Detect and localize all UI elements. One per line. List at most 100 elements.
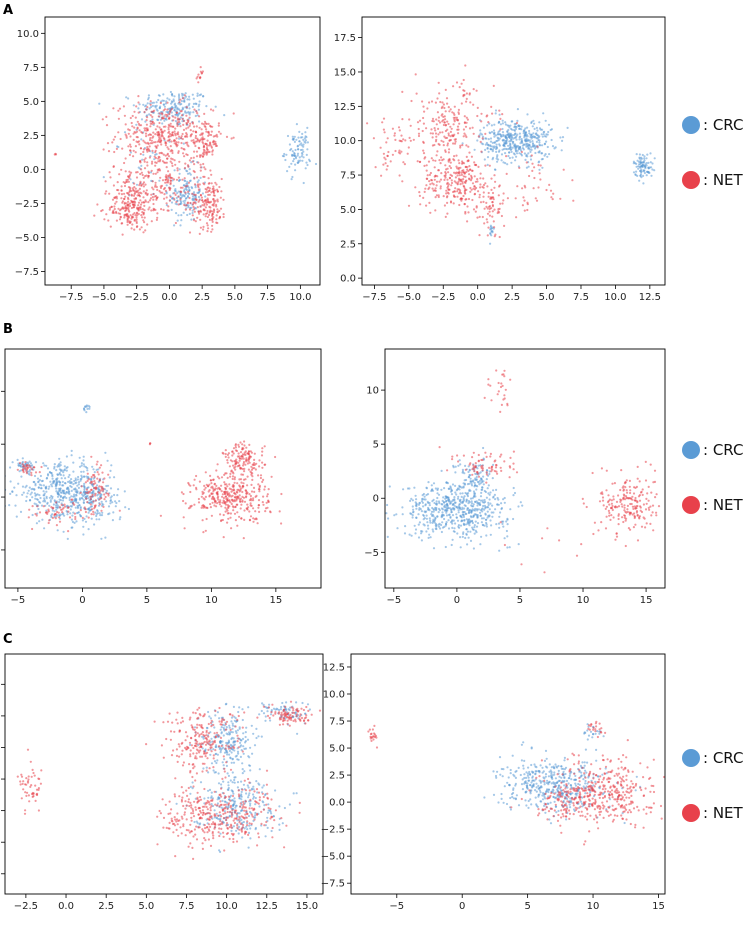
point [407, 146, 410, 149]
point [195, 488, 198, 491]
point [504, 123, 507, 126]
point [177, 195, 180, 198]
point [453, 504, 456, 507]
point [78, 497, 82, 500]
point [120, 168, 123, 171]
point [98, 503, 101, 506]
point [198, 480, 201, 483]
point [202, 208, 205, 211]
point [136, 214, 139, 217]
point [124, 205, 127, 208]
point [451, 526, 454, 530]
point [174, 163, 177, 166]
point [429, 519, 432, 522]
point [228, 500, 231, 503]
point [438, 131, 442, 134]
point [84, 508, 87, 511]
point [28, 468, 32, 471]
point [232, 506, 235, 509]
point [216, 200, 219, 203]
point [236, 465, 239, 468]
point [494, 112, 497, 115]
point [77, 481, 81, 484]
point [133, 204, 136, 207]
point [210, 173, 213, 176]
point [605, 505, 609, 508]
point [21, 493, 24, 496]
point [84, 481, 87, 484]
point [181, 132, 184, 136]
panel-label-a: A [3, 3, 13, 18]
point [241, 485, 244, 488]
point [137, 209, 140, 212]
point [384, 162, 387, 165]
point [503, 501, 506, 504]
point [463, 89, 466, 92]
point [182, 184, 185, 187]
point [475, 478, 478, 481]
point [177, 150, 180, 153]
point [642, 503, 646, 506]
point [581, 497, 584, 500]
point [433, 127, 436, 130]
point [468, 518, 471, 521]
point [401, 506, 404, 509]
point [226, 453, 229, 456]
x-tick-label: −2.5 [125, 292, 149, 303]
point [216, 491, 219, 494]
point [294, 169, 297, 172]
point [91, 493, 94, 496]
x-tick-label: 5.0 [539, 292, 555, 303]
point [167, 155, 171, 158]
point [73, 521, 76, 525]
point [530, 146, 533, 149]
point [153, 155, 156, 158]
point [449, 501, 452, 505]
point [286, 134, 290, 138]
point [440, 114, 443, 117]
point [50, 494, 53, 498]
point [496, 155, 499, 158]
point [451, 538, 454, 541]
point [68, 496, 71, 499]
point [123, 490, 126, 493]
point [42, 484, 46, 487]
point [490, 524, 493, 527]
point [191, 121, 194, 124]
point [638, 163, 641, 166]
point [169, 179, 172, 182]
point [178, 135, 181, 138]
point [80, 474, 83, 477]
point [123, 184, 127, 188]
point [88, 490, 91, 493]
point [445, 511, 448, 514]
point [641, 488, 644, 491]
point [422, 513, 425, 517]
point [491, 148, 495, 151]
point [623, 506, 626, 509]
point [412, 508, 415, 511]
point [293, 154, 296, 157]
point [140, 201, 144, 204]
point [80, 485, 83, 488]
point [224, 495, 228, 498]
point [142, 148, 145, 151]
point [59, 487, 62, 490]
point [611, 508, 614, 512]
point [476, 480, 479, 483]
point [607, 494, 610, 497]
point [205, 222, 209, 225]
point [639, 173, 643, 176]
point [248, 518, 251, 522]
point [531, 169, 534, 172]
point [73, 512, 76, 515]
point [26, 464, 29, 467]
point [494, 109, 498, 112]
point [402, 161, 405, 164]
point [479, 140, 482, 143]
point [519, 501, 522, 504]
point [455, 154, 458, 157]
point [306, 163, 309, 167]
point [178, 160, 181, 163]
point [513, 153, 516, 156]
